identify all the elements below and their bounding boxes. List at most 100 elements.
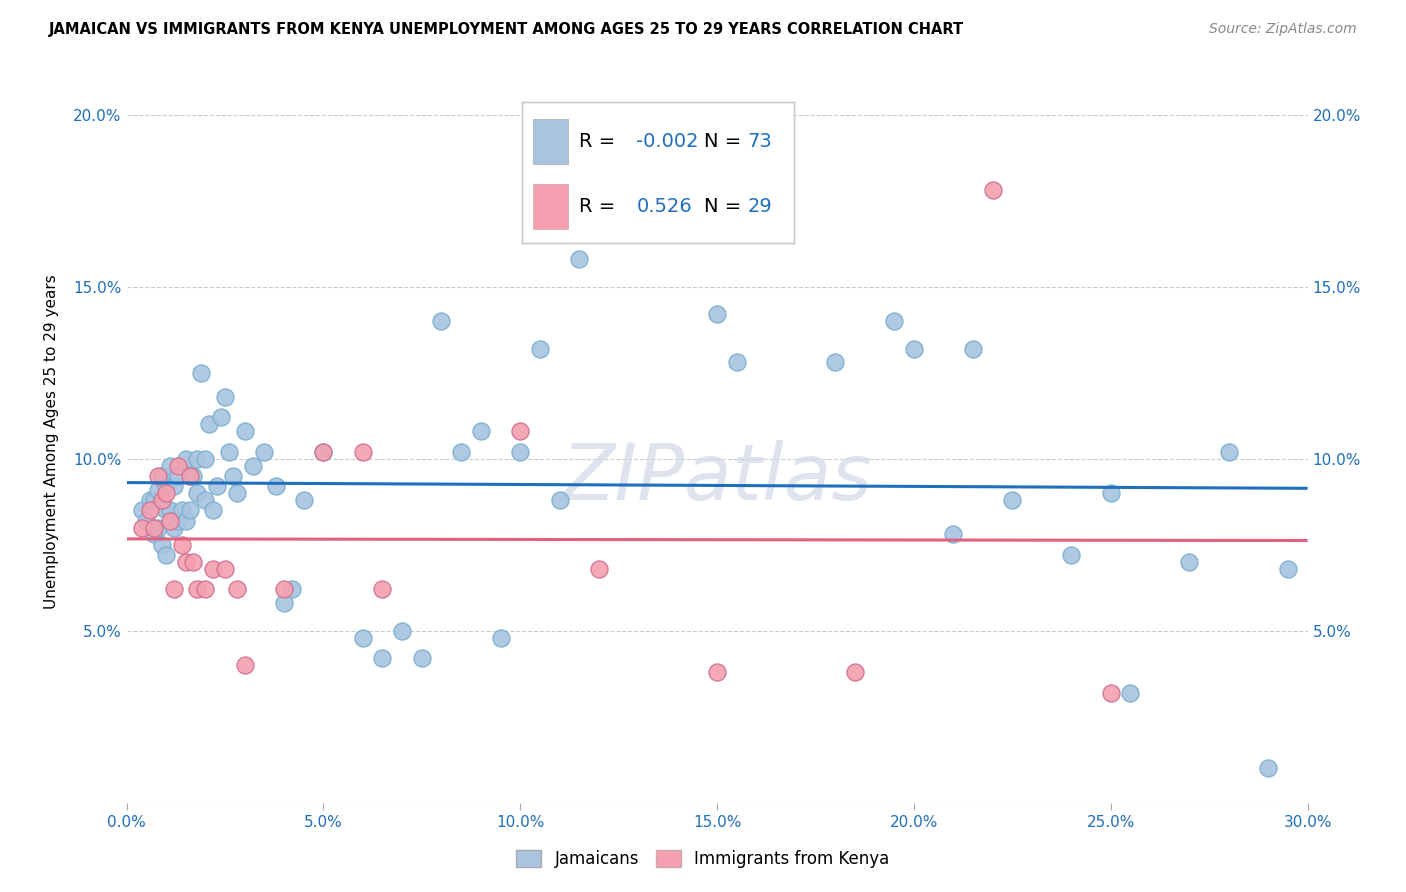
- Point: [186, 486, 208, 500]
- Point: [166, 458, 188, 473]
- Point: [205, 479, 228, 493]
- Point: [253, 445, 276, 459]
- Point: [1277, 562, 1299, 576]
- Legend: Jamaicans, Immigrants from Kenya: Jamaicans, Immigrants from Kenya: [510, 843, 896, 875]
- Point: [1060, 548, 1083, 562]
- Point: [1257, 761, 1279, 775]
- Point: [183, 555, 205, 569]
- Point: [186, 582, 208, 597]
- Point: [312, 445, 335, 459]
- Point: [174, 451, 197, 466]
- Point: [844, 665, 866, 679]
- Point: [352, 631, 374, 645]
- Point: [225, 582, 247, 597]
- Point: [194, 582, 217, 597]
- Point: [183, 469, 205, 483]
- Point: [155, 503, 177, 517]
- Point: [174, 514, 197, 528]
- Point: [155, 486, 177, 500]
- Point: [146, 483, 169, 497]
- Point: [1001, 493, 1024, 508]
- Text: Source: ZipAtlas.com: Source: ZipAtlas.com: [1209, 22, 1357, 37]
- Point: [194, 451, 217, 466]
- Point: [371, 651, 394, 665]
- Point: [159, 514, 181, 528]
- Point: [391, 624, 413, 638]
- Point: [470, 424, 492, 438]
- Point: [190, 366, 212, 380]
- Point: [170, 538, 193, 552]
- Point: [1119, 686, 1142, 700]
- Point: [159, 458, 181, 473]
- Point: [568, 252, 591, 267]
- Point: [903, 342, 925, 356]
- Point: [242, 458, 264, 473]
- Point: [529, 342, 551, 356]
- Point: [706, 307, 728, 321]
- Point: [166, 469, 188, 483]
- Y-axis label: Unemployment Among Ages 25 to 29 years: Unemployment Among Ages 25 to 29 years: [45, 274, 59, 609]
- Point: [1099, 486, 1122, 500]
- Point: [312, 445, 335, 459]
- Point: [942, 527, 965, 541]
- Point: [1099, 686, 1122, 700]
- Point: [509, 424, 531, 438]
- Point: [139, 503, 162, 517]
- Point: [1218, 445, 1240, 459]
- Point: [139, 493, 162, 508]
- Point: [264, 479, 287, 493]
- Point: [233, 424, 256, 438]
- Point: [218, 445, 240, 459]
- Point: [163, 520, 186, 534]
- Point: [179, 469, 201, 483]
- Point: [174, 555, 197, 569]
- Point: [186, 451, 208, 466]
- Point: [509, 445, 531, 459]
- Point: [281, 582, 304, 597]
- Point: [883, 314, 905, 328]
- Point: [150, 493, 173, 508]
- Point: [292, 493, 315, 508]
- Point: [163, 582, 186, 597]
- Point: [706, 665, 728, 679]
- Point: [179, 503, 201, 517]
- Point: [146, 469, 169, 483]
- Point: [588, 142, 610, 156]
- Point: [143, 520, 166, 534]
- Point: [411, 651, 433, 665]
- Point: [143, 493, 166, 508]
- Point: [1178, 555, 1201, 569]
- Point: [209, 410, 232, 425]
- Point: [233, 658, 256, 673]
- Point: [202, 562, 225, 576]
- Point: [725, 355, 748, 369]
- Point: [222, 469, 245, 483]
- Point: [155, 548, 177, 562]
- Point: [352, 445, 374, 459]
- Point: [166, 514, 188, 528]
- Point: [548, 493, 571, 508]
- Point: [588, 562, 610, 576]
- Point: [214, 390, 236, 404]
- Point: [489, 631, 512, 645]
- Point: [225, 486, 247, 500]
- Point: [131, 503, 153, 517]
- Point: [430, 314, 453, 328]
- Point: [202, 503, 225, 517]
- Point: [163, 479, 186, 493]
- Point: [135, 514, 157, 528]
- Point: [150, 469, 173, 483]
- Point: [194, 493, 217, 508]
- Point: [170, 503, 193, 517]
- Text: JAMAICAN VS IMMIGRANTS FROM KENYA UNEMPLOYMENT AMONG AGES 25 TO 29 YEARS CORRELA: JAMAICAN VS IMMIGRANTS FROM KENYA UNEMPL…: [49, 22, 965, 37]
- Point: [273, 596, 295, 610]
- Point: [155, 479, 177, 493]
- Point: [198, 417, 221, 432]
- Point: [143, 527, 166, 541]
- Point: [214, 562, 236, 576]
- Point: [450, 445, 472, 459]
- Point: [150, 538, 173, 552]
- Point: [981, 183, 1004, 197]
- Point: [179, 469, 201, 483]
- Point: [962, 342, 984, 356]
